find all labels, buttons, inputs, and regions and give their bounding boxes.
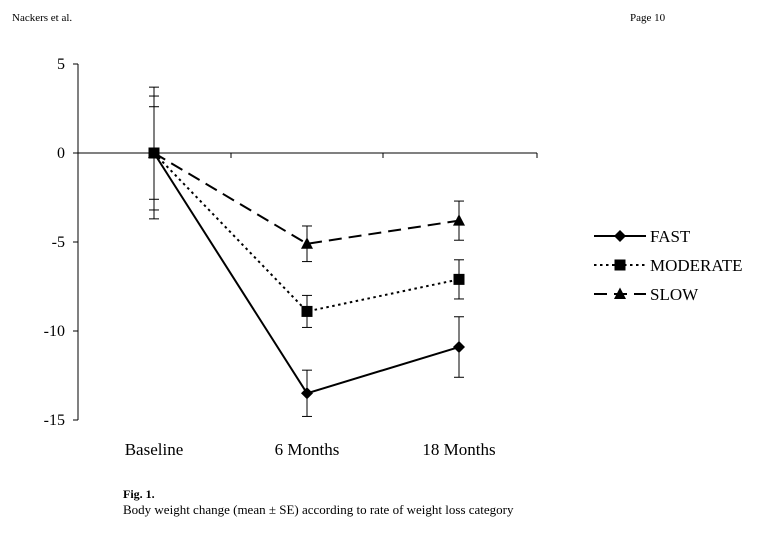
legend-marker-moderate bbox=[614, 259, 626, 271]
y-tick-label: -10 bbox=[44, 323, 65, 340]
data-point-moderate bbox=[301, 305, 313, 317]
figure-label: Fig. 1. bbox=[123, 487, 155, 501]
y-tick-label: 5 bbox=[57, 56, 65, 73]
y-tick-label: 0 bbox=[57, 145, 65, 162]
legend-marker-slow bbox=[614, 287, 626, 299]
series-line-moderate bbox=[153, 152, 460, 313]
data-point-slow bbox=[301, 237, 313, 249]
data-point-fast bbox=[301, 387, 313, 400]
legend-label-fast: FAST bbox=[650, 227, 691, 246]
x-tick-label: Baseline bbox=[125, 440, 184, 459]
figure-caption: Body weight change (mean ± SE) according… bbox=[123, 502, 514, 517]
page-number: Page 10 bbox=[630, 12, 666, 24]
x-tick-label: 18 Months bbox=[422, 440, 495, 459]
legend-label-moderate: MODERATE bbox=[650, 256, 743, 275]
series-line-slow bbox=[153, 152, 460, 245]
y-tick-label: -15 bbox=[44, 412, 65, 429]
legend-marker-fast bbox=[614, 230, 626, 242]
line-chart: 5 0 -5 -10 -15 Baseline 6 Months 18 Months FAST M… bbox=[44, 56, 743, 459]
data-point-moderate bbox=[453, 273, 465, 285]
data-point-fast bbox=[453, 341, 465, 354]
series-line-fast bbox=[153, 152, 460, 395]
running-header-author: Nackers et al. bbox=[12, 12, 73, 24]
data-point-slow bbox=[148, 146, 160, 158]
y-tick-label: -5 bbox=[52, 234, 65, 251]
legend-label-slow: SLOW bbox=[650, 285, 699, 304]
x-tick-label: 6 Months bbox=[275, 440, 340, 459]
data-point-slow bbox=[453, 214, 465, 226]
